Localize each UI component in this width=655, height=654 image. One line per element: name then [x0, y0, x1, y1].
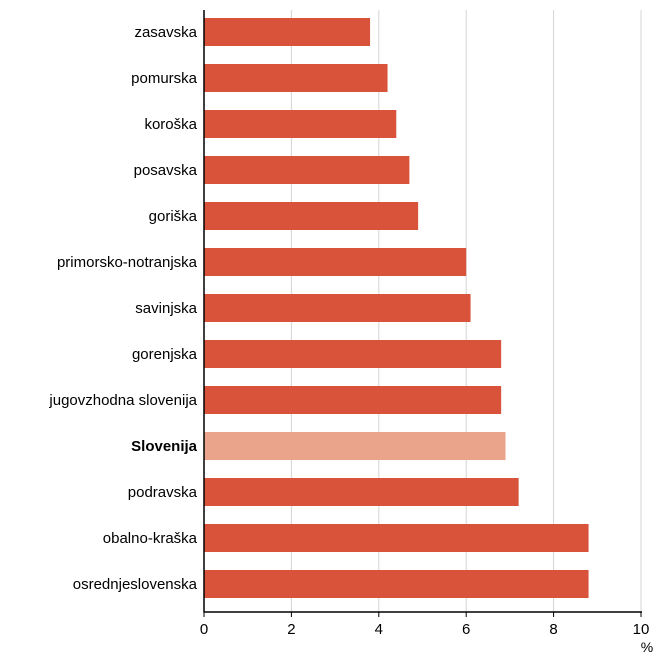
x-unit-label: % — [641, 639, 653, 654]
bar-posavska — [204, 156, 410, 184]
axes — [203, 10, 642, 613]
category-labels: zasavska pomurska koroška posavska goriška pr… — [48, 24, 197, 593]
x-tick-label: 0 — [200, 621, 208, 638]
bar-gori-ka — [204, 202, 419, 230]
bar-koro-ka — [204, 110, 397, 138]
category-label: Slovenija — [131, 438, 198, 455]
bar-osrednjeslovenska — [204, 570, 589, 598]
bar-podravska — [204, 478, 519, 506]
x-tick-label: 10 — [633, 621, 650, 638]
category-label: koroška — [144, 116, 197, 133]
category-label: primorsko-notranjska — [57, 254, 198, 271]
category-label: posavska — [134, 162, 198, 179]
category-label: goriška — [149, 208, 198, 225]
bar-obalno-kra-ka — [204, 524, 589, 552]
bars — [204, 18, 589, 598]
bar-slovenija — [204, 432, 506, 460]
bar-jugovzhodna-slovenija — [204, 386, 502, 414]
bar-savinjska — [204, 294, 471, 322]
bar-pomurska — [204, 64, 388, 92]
category-label: obalno-kraška — [103, 530, 198, 547]
category-label: gorenjska — [132, 346, 198, 363]
category-label: pomurska — [131, 70, 198, 87]
category-label: savinjska — [135, 300, 197, 317]
x-tick-label: 4 — [375, 621, 383, 638]
x-tick-label: 8 — [549, 621, 557, 638]
category-label: osrednjeslovenska — [73, 576, 198, 593]
category-label: zasavska — [134, 24, 197, 41]
bar-zasavska — [204, 18, 371, 46]
category-label: jugovzhodna slovenija — [48, 392, 197, 409]
bar-gorenjska — [204, 340, 502, 368]
x-tick-label: 6 — [462, 621, 470, 638]
bar-primorsko-notranjska — [204, 248, 467, 276]
x-tick-labels: 0 2 4 6 8 10 — [200, 612, 650, 638]
x-tick-label: 2 — [287, 621, 295, 638]
category-label: podravska — [128, 484, 198, 501]
